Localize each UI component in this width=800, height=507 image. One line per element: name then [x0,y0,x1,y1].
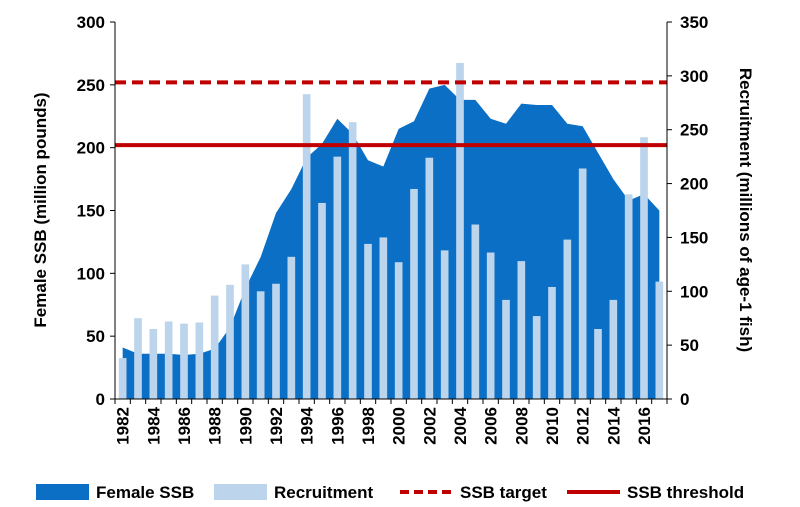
recruitment-bar [164,321,173,399]
recruitment-bar [594,328,602,399]
x-tick-label: 1998 [359,407,378,445]
recruitment-bar [578,168,587,399]
y2-tick-label: 250 [680,121,708,140]
x-tick-label: 1994 [298,406,317,444]
recruitment-bar [287,256,296,399]
x-tick-label: 2004 [451,406,470,444]
x-tick-label: 2010 [543,407,562,445]
x-tick-label: 1986 [175,407,194,445]
y2-tick-label: 50 [680,336,699,355]
x-tick-label: 2002 [420,407,439,445]
tick-labels: 0 50 100 150 200 250 300 0 50 100 150 200 250 300 350 1… [77,13,709,445]
recruitment-bar [180,323,188,399]
recruitment-bar [318,202,326,399]
recruitment-bar [241,264,250,399]
legend-label-ssb-target: SSB target [460,483,547,502]
y-tick-label: 250 [77,76,105,95]
legend-item-ssb-threshold: SSB threshold [567,483,744,502]
plot-area [115,62,667,400]
x-tick-label: 1992 [267,407,286,445]
recruitment-bar [302,94,311,399]
x-tick-label: 2000 [390,407,409,445]
recruitment-bar [624,194,633,399]
y-tick-label: 200 [77,139,105,158]
recruitment-bar [394,262,403,399]
x-tick-label: 1984 [144,406,163,444]
recruitment-bar [548,286,556,399]
recruitment-bar [118,358,127,399]
x-tick-label: 2008 [512,407,531,445]
recruitment-bar [456,62,464,399]
x-tick-label: 2016 [635,407,654,445]
recruitment-bar [655,281,664,399]
recruitment-bar [502,299,510,399]
legend-item-female-ssb: Female SSB [36,483,194,502]
recruitment-bar [425,157,434,399]
x-tick-label: 1988 [206,407,225,445]
x-tick-label: 1982 [114,407,133,445]
y2-tick-label: 200 [680,175,708,194]
y-axis-title: Female SSB (million pounds) [31,92,50,327]
y-tick-label: 0 [96,390,105,409]
recruitment-bar [563,239,572,399]
y-tick-label: 50 [86,327,105,346]
y2-tick-label: 350 [680,13,708,32]
x-tick-label: 1996 [328,407,347,445]
recruitment-bar [532,316,541,399]
y2-tick-label: 150 [680,228,708,247]
recruitment-bar [195,322,204,399]
recruitment-bar [379,237,388,399]
recruitment-bar [410,188,418,399]
y2-tick-label: 300 [680,67,708,86]
recruitment-bar [333,156,342,399]
y-tick-label: 300 [77,13,105,32]
recruitment-bar [210,295,219,399]
legend-swatch-recruitment [214,484,267,500]
x-tick-label: 2012 [574,407,593,445]
recruitment-bar [471,224,480,399]
legend-item-recruitment: Recruitment [214,483,374,502]
x-tick-label: 2014 [604,406,623,444]
recruitment-bar [609,299,618,399]
x-tick-label: 1990 [236,407,255,445]
recruitment-bar [226,284,234,399]
recruitment-bar [348,122,357,399]
y2-axis-title: Recruitment (millions of age-1 fish) [736,68,755,352]
recruitment-bar [364,243,372,399]
y-tick-label: 150 [77,202,105,221]
recruitment-bar [486,252,495,399]
recruitment-bar [134,318,142,399]
y2-tick-label: 0 [680,390,689,409]
recruitment-bar [640,137,648,400]
legend-swatch-female-ssb [36,484,89,500]
recruitment-bar [517,261,526,399]
x-tick-label: 2006 [482,407,501,445]
legend-label-recruitment: Recruitment [274,483,374,502]
legend-label-ssb-threshold: SSB threshold [627,483,744,502]
legend: Female SSB Recruitment SSB target SSB th… [36,483,744,502]
recruitment-bar [272,283,280,399]
recruitment-bar [440,250,449,399]
y2-tick-label: 100 [680,282,708,301]
recruitment-bar [256,291,265,399]
y-tick-label: 100 [77,264,105,283]
legend-item-ssb-target: SSB target [400,483,547,502]
recruitment-bar [149,328,158,399]
legend-label-female-ssb: Female SSB [96,483,194,502]
